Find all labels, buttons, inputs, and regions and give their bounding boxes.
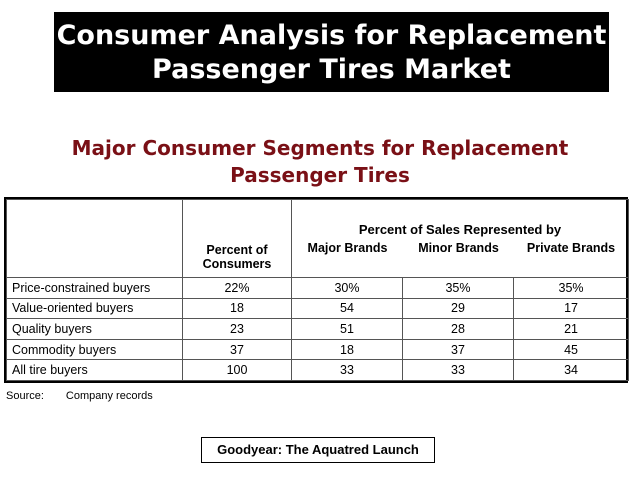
- header-private-brands: Private Brands: [526, 241, 616, 255]
- header-major-brands: Major Brands: [307, 241, 388, 255]
- subtitle-line-2: Passenger Tires: [230, 163, 410, 187]
- header-brand-columns: Major Brands Minor Brands Private Brands: [292, 241, 628, 255]
- private-brands-value: 45: [512, 338, 630, 361]
- private-brands-value: 21: [512, 318, 630, 340]
- percent-consumers-value: 22%: [182, 277, 292, 299]
- source-label: Source:: [6, 390, 44, 402]
- header-percent-line-2: Consumers: [202, 257, 272, 271]
- percent-consumers-value: 18: [182, 297, 292, 320]
- segment-label: Commodity buyers: [6, 338, 183, 361]
- segments-table: Percent of Consumers Percent of Sales Re…: [4, 197, 630, 383]
- title-line-2: Passenger Tires Market: [152, 54, 511, 85]
- case-caption: Goodyear: The Aquatred Launch: [201, 437, 435, 463]
- header-percent-consumers: Percent of Consumers: [182, 199, 292, 278]
- private-brands-value: 34: [512, 359, 630, 381]
- slide-subtitle: Major Consumer Segments for Replacement …: [30, 135, 610, 189]
- subtitle-line-1: Major Consumer Segments for Replacement: [71, 136, 569, 160]
- minor-brands-value: 28: [402, 318, 514, 340]
- segment-label: Value-oriented buyers: [6, 297, 183, 320]
- percent-consumers-value: 100: [182, 359, 292, 381]
- private-brands-value: 35%: [512, 277, 630, 299]
- source-note: Source: Company records: [6, 390, 153, 402]
- table-row: All tire buyers 100 33 33 34: [6, 359, 630, 381]
- segment-label: Price-constrained buyers: [6, 277, 183, 299]
- segment-label: Quality buyers: [6, 318, 183, 340]
- header-brand-group: Percent of Sales Represented by Major Br…: [290, 199, 630, 278]
- minor-brands-value: 35%: [402, 277, 514, 299]
- percent-consumers-value: 23: [182, 318, 292, 340]
- major-brands-value: 54: [291, 297, 403, 320]
- table-row: Price-constrained buyers 22% 30% 35% 35%: [6, 277, 630, 299]
- table-header-row: Percent of Consumers Percent of Sales Re…: [6, 199, 630, 278]
- minor-brands-value: 37: [402, 338, 514, 361]
- private-brands-value: 17: [512, 297, 630, 320]
- header-empty-cell: [6, 199, 183, 278]
- major-brands-value: 30%: [291, 277, 403, 299]
- table-row: Commodity buyers 37 18 37 45: [6, 338, 630, 361]
- table-row: Value-oriented buyers 18 54 29 17: [6, 297, 630, 320]
- percent-consumers-value: 37: [182, 338, 292, 361]
- table-row: Quality buyers 23 51 28 21: [6, 318, 630, 340]
- source-text: Company records: [65, 390, 153, 402]
- major-brands-value: 51: [291, 318, 403, 340]
- major-brands-value: 33: [291, 359, 403, 381]
- header-percent-line-1: Percent of: [206, 243, 268, 257]
- slide-title: Consumer Analysis for Replacement Passen…: [54, 12, 609, 92]
- major-brands-value: 18: [291, 338, 403, 361]
- minor-brands-value: 29: [402, 297, 514, 320]
- header-minor-brands: Minor Brands: [418, 241, 499, 255]
- title-line-1: Consumer Analysis for Replacement: [56, 20, 607, 51]
- segment-label: All tire buyers: [6, 359, 183, 381]
- minor-brands-value: 33: [402, 359, 514, 381]
- header-group-label: Percent of Sales Represented by: [358, 222, 562, 237]
